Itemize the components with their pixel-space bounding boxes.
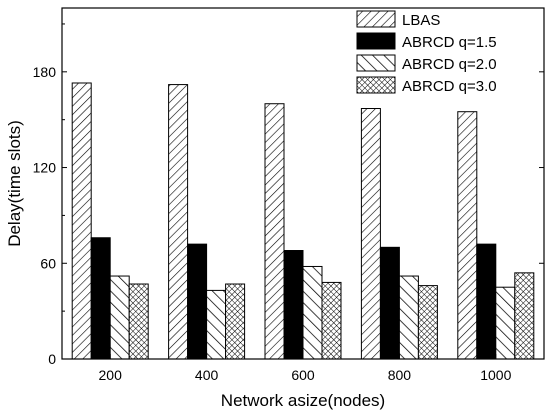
y-tick-label: 120 bbox=[33, 160, 57, 176]
legend-swatch bbox=[356, 76, 396, 94]
legend-label: ABRCD q=1.5 bbox=[402, 34, 497, 51]
x-tick-label: 800 bbox=[388, 367, 412, 383]
y-tick-label: 0 bbox=[48, 351, 56, 367]
bar-abrcd-q-1-5-400 bbox=[187, 243, 208, 360]
x-tick-label: 200 bbox=[99, 367, 123, 383]
x-tick-label: 400 bbox=[195, 367, 219, 383]
bar-abrcd-q-1-5-1000 bbox=[476, 243, 497, 360]
bar-abrcd-q-3-0-600 bbox=[321, 281, 342, 360]
bar-abrcd-q-2-0-600 bbox=[302, 265, 323, 360]
legend-label: ABRCD q=3.0 bbox=[402, 78, 497, 95]
bar-abrcd-q-2-0-400 bbox=[206, 289, 227, 360]
legend-label: LBAS bbox=[402, 12, 440, 29]
legend-swatch bbox=[356, 54, 396, 72]
bar-abrcd-q-2-0-1000 bbox=[495, 286, 516, 360]
y-tick-label: 180 bbox=[33, 64, 57, 80]
bar-lbas-600 bbox=[264, 103, 285, 360]
legend-label: ABRCD q=2.0 bbox=[402, 56, 497, 73]
bar-lbas-400 bbox=[168, 84, 189, 360]
bar-lbas-200 bbox=[71, 82, 92, 360]
bar-abrcd-q-3-0-800 bbox=[417, 285, 438, 360]
legend-swatch bbox=[356, 10, 396, 28]
y-tick-label: 60 bbox=[40, 255, 56, 271]
bar-lbas-1000 bbox=[457, 111, 478, 360]
bar-abrcd-q-2-0-800 bbox=[398, 275, 419, 360]
x-axis-label: Network asize(nodes) bbox=[221, 391, 385, 410]
bar-abrcd-q-2-0-200 bbox=[109, 275, 130, 360]
bar-abrcd-q-1-5-800 bbox=[379, 246, 400, 360]
bar-abrcd-q-1-5-600 bbox=[283, 250, 304, 360]
y-axis-label: Delay(time slots) bbox=[5, 120, 24, 247]
x-tick-label: 1000 bbox=[480, 367, 511, 383]
bar-abrcd-q-1-5-200 bbox=[90, 237, 111, 360]
legend-swatch bbox=[356, 32, 396, 50]
bar-abrcd-q-3-0-1000 bbox=[514, 272, 535, 360]
bar-abrcd-q-3-0-400 bbox=[225, 283, 246, 360]
x-tick-label: 600 bbox=[291, 367, 315, 383]
bar-lbas-800 bbox=[360, 108, 381, 360]
bar-abrcd-q-3-0-200 bbox=[128, 283, 149, 360]
